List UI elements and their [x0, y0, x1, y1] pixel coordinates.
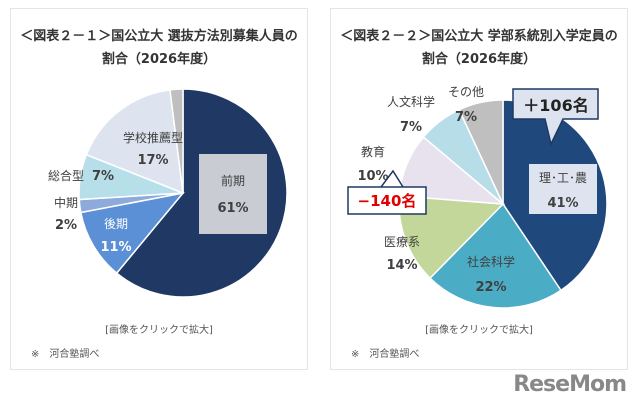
pie-slice — [428, 202, 562, 309]
pie-slice — [79, 191, 185, 275]
enlarge-link[interactable]: [画像をクリックで拡大] — [425, 325, 533, 336]
annotation-plus: ＋106名 — [523, 96, 588, 115]
slice-label: 教育 — [361, 144, 385, 159]
slice-label: 医療系 — [384, 235, 420, 249]
slice-value: 7% — [455, 110, 477, 125]
slice-label: 総合型 — [48, 168, 84, 183]
resemom-logo: ReseMom — [513, 372, 627, 397]
slice-value: 11% — [100, 240, 131, 255]
slice-label: 人文科学 — [387, 94, 435, 109]
annotation-callout — [347, 169, 427, 215]
slice-value: 41% — [547, 196, 578, 211]
annotation-minus: −140名 — [358, 192, 417, 210]
slice-label: 後期 — [104, 217, 128, 231]
chart-title: ＜図表２－２＞国公立大 学部系統別入学定員の 割合（2026年度） — [340, 29, 618, 67]
slice-value: 17% — [137, 153, 168, 168]
slice-label: 前期 — [221, 173, 245, 188]
slice-label: 学校推薦型 — [123, 130, 183, 145]
slice-value: 2% — [55, 218, 77, 233]
source-note: ※ 河合塾調べ — [351, 349, 420, 360]
pie-slice — [85, 88, 184, 195]
slice-value: 7% — [400, 120, 422, 135]
chart-panel-left: ＜図表２－１＞国公立大 選抜方法別募集人員の 割合（2026年度） 前期 61% 後期… — [10, 8, 308, 370]
pie-slice — [169, 88, 184, 194]
slice-value: 10% — [357, 169, 388, 184]
label-box — [199, 154, 267, 234]
label-box — [529, 164, 597, 214]
slice-label: 社会科学 — [467, 254, 515, 269]
annotation-callout — [512, 88, 599, 147]
pie-chart-left[interactable]: 前期 61% 後期 11% 中期 2% 総合型 7% 学校推薦型 17% — [11, 9, 307, 369]
slice-value: 61% — [217, 201, 248, 216]
pie-slice — [458, 99, 504, 205]
slice-value: 22% — [475, 280, 506, 295]
slice-label: 理･工･農 — [539, 171, 587, 185]
source-note: ※ 河合塾調べ — [31, 349, 100, 360]
enlarge-link[interactable]: [画像をクリックで拡大] — [105, 325, 213, 336]
chart-title: ＜図表２－１＞国公立大 選抜方法別募集人員の 割合（2026年度） — [20, 29, 298, 67]
slice-label: その他 — [448, 85, 484, 99]
slice-label: 中期 — [54, 195, 78, 210]
pie-chart-right[interactable]: 理･工･農 41% 社会科学 22% 医療系 14% 教育 10% 人文科学 7% その他 7% ＋10… — [331, 9, 627, 369]
slice-value: 7% — [92, 169, 114, 184]
chart-panel-right: ＜図表２－２＞国公立大 学部系統別入学定員の 割合（2026年度） 理･工･農 41… — [330, 8, 628, 370]
slice-value: 14% — [386, 258, 417, 273]
